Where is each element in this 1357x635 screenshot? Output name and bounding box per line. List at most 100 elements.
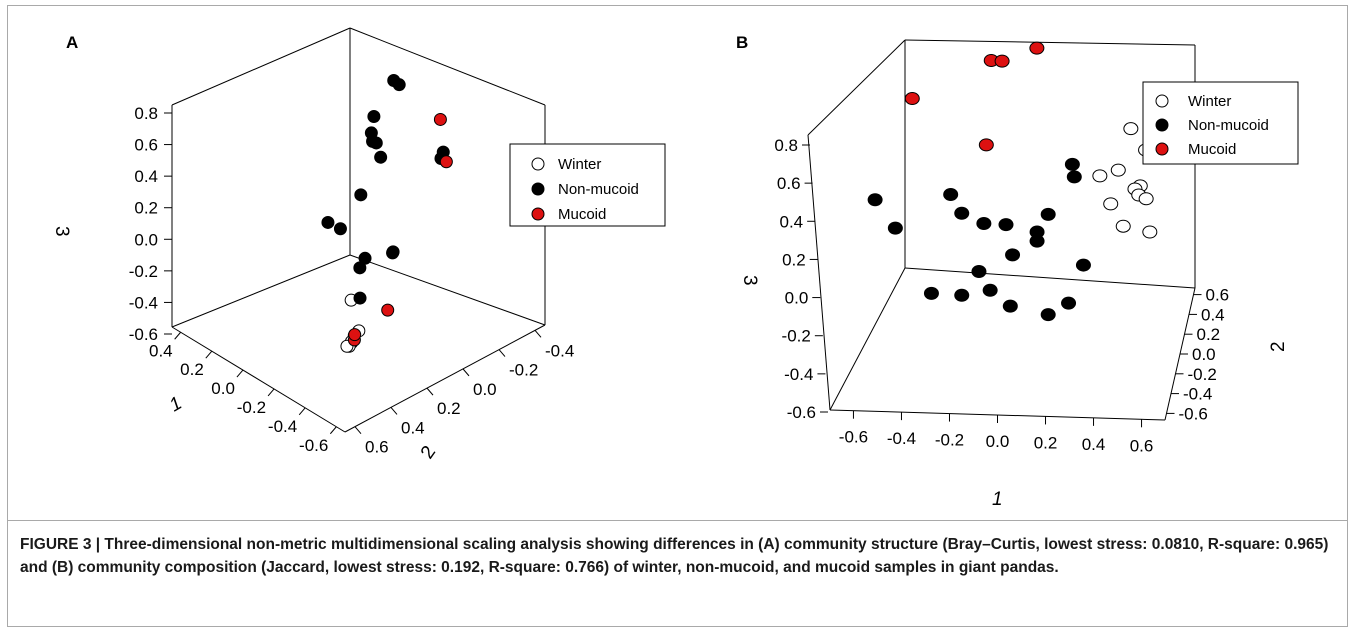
non-mucoid-point	[386, 246, 400, 260]
non-mucoid-point	[954, 206, 970, 220]
y-tick-label: -0.4	[1183, 385, 1212, 404]
legend-marker	[1155, 94, 1169, 108]
non-mucoid-point	[971, 264, 987, 278]
x-tick-label: -0.6	[299, 436, 328, 455]
legend-label: Non-mucoid	[558, 181, 639, 198]
figure-canvas: A 0.80.60.40.20.0-0.2-0.4-0.60.40.20.0-0…	[51, 27, 1299, 510]
x-tick	[205, 350, 213, 359]
y-tick	[534, 330, 542, 338]
winter-point	[1092, 169, 1108, 183]
box-edge	[171, 27, 351, 106]
x-tick-label: 0.6	[1130, 436, 1154, 455]
y-tick	[390, 407, 398, 415]
panel-b-letter: B	[736, 33, 748, 52]
y-tick-label: 0.2	[1197, 325, 1221, 344]
non-mucoid-point	[954, 288, 970, 302]
non-mucoid-point	[923, 286, 939, 300]
winter-point	[1110, 163, 1126, 177]
non-mucoid-point	[1064, 157, 1080, 171]
non-mucoid-point	[1040, 308, 1056, 322]
non-mucoid-point	[354, 188, 368, 202]
legend-marker	[1155, 142, 1169, 156]
y-tick	[462, 368, 470, 377]
x-tick-label: 0.0	[211, 379, 235, 398]
y-tick-label: -0.2	[509, 361, 538, 380]
x-tick	[267, 388, 275, 397]
panel-b-box	[807, 39, 1196, 421]
x-tick-label: 0.4	[1082, 435, 1106, 454]
mucoid-point	[994, 54, 1010, 68]
mucoid-point	[381, 303, 395, 317]
non-mucoid-point	[1075, 258, 1091, 272]
z-tick-label: 0.2	[134, 199, 158, 218]
non-mucoid-point	[321, 215, 335, 229]
z-tick-label: -0.4	[784, 365, 813, 384]
figure-caption: FIGURE 3 | Three-dimensional non-metric …	[20, 533, 1340, 579]
non-mucoid-point	[367, 110, 381, 124]
non-mucoid-point	[998, 218, 1014, 232]
x-tick-label: -0.6	[839, 428, 868, 447]
caption-divider	[7, 520, 1348, 521]
z-tick-label: -0.6	[129, 325, 158, 344]
panel-b-x-axis-title: 1	[992, 489, 1003, 510]
x-tick-label: -0.4	[887, 429, 916, 448]
y-tick-label: 0.0	[1192, 345, 1216, 364]
winter-point	[1138, 192, 1154, 206]
x-tick	[174, 331, 182, 340]
legend-label: Winter	[1188, 93, 1231, 110]
winter-point	[1142, 225, 1158, 239]
panel-a-z-axis-title: 3	[51, 226, 72, 237]
legend-marker	[531, 182, 545, 196]
non-mucoid-point	[333, 222, 347, 236]
x-tick-label: 0.4	[149, 341, 173, 360]
z-tick-label: -0.2	[782, 327, 811, 346]
box-edge	[829, 267, 906, 411]
panel-a-points	[321, 73, 453, 353]
panel-b-legend-box	[1142, 81, 1299, 165]
x-tick-label: -0.4	[268, 417, 297, 436]
y-tick-label: -0.2	[1188, 365, 1217, 384]
x-tick-label: -0.2	[237, 398, 266, 417]
z-tick-label: 0.4	[780, 212, 804, 231]
y-tick-label: 0.4	[1201, 305, 1225, 324]
y-tick-label: 0.0	[473, 380, 497, 399]
z-tick-label: 0.6	[777, 174, 801, 193]
z-tick-label: 0.0	[134, 230, 158, 249]
y-tick-label: 0.6	[365, 438, 389, 457]
z-tick-label: 0.0	[785, 289, 809, 308]
mucoid-point	[439, 155, 453, 169]
legend-marker	[531, 157, 545, 171]
non-mucoid-point	[1005, 248, 1021, 262]
non-mucoid-point	[976, 217, 992, 231]
figure-frame	[7, 5, 1348, 627]
x-tick	[236, 369, 244, 378]
legend-label: Non-mucoid	[1188, 117, 1269, 134]
box-edge	[349, 27, 546, 106]
y-tick-label: 0.2	[437, 399, 461, 418]
winter-point	[1103, 197, 1119, 211]
mucoid-point	[978, 138, 994, 152]
figure-caption-text: FIGURE 3 | Three-dimensional non-metric …	[20, 536, 1329, 576]
z-tick-label: -0.4	[129, 293, 158, 312]
box-edge	[344, 324, 546, 433]
panel-a-y-axis-title: 2	[417, 442, 440, 463]
z-tick-label: 0.6	[134, 136, 158, 155]
z-tick-label: 0.4	[134, 167, 158, 186]
box-edge	[349, 254, 546, 326]
z-tick-label: 0.2	[782, 250, 806, 269]
y-tick-label: -0.4	[545, 341, 574, 360]
panel-b-legend: Winter Non-mucoid Mucoid	[1142, 81, 1299, 165]
non-mucoid-point	[943, 188, 959, 202]
box-edge	[904, 267, 1196, 289]
mucoid-point	[904, 92, 920, 106]
non-mucoid-point	[867, 193, 883, 207]
mucoid-point	[1029, 41, 1045, 55]
x-tick	[329, 426, 337, 435]
legend-label: Mucoid	[558, 206, 606, 223]
panel-a: A 0.80.60.40.20.0-0.2-0.4-0.60.40.20.0-0…	[51, 27, 666, 463]
non-mucoid-point	[392, 78, 406, 92]
panel-a-x-axis-title: 1	[166, 393, 186, 416]
non-mucoid-point	[887, 221, 903, 235]
z-tick-label: -0.2	[129, 262, 158, 281]
winter-point	[1123, 122, 1139, 136]
